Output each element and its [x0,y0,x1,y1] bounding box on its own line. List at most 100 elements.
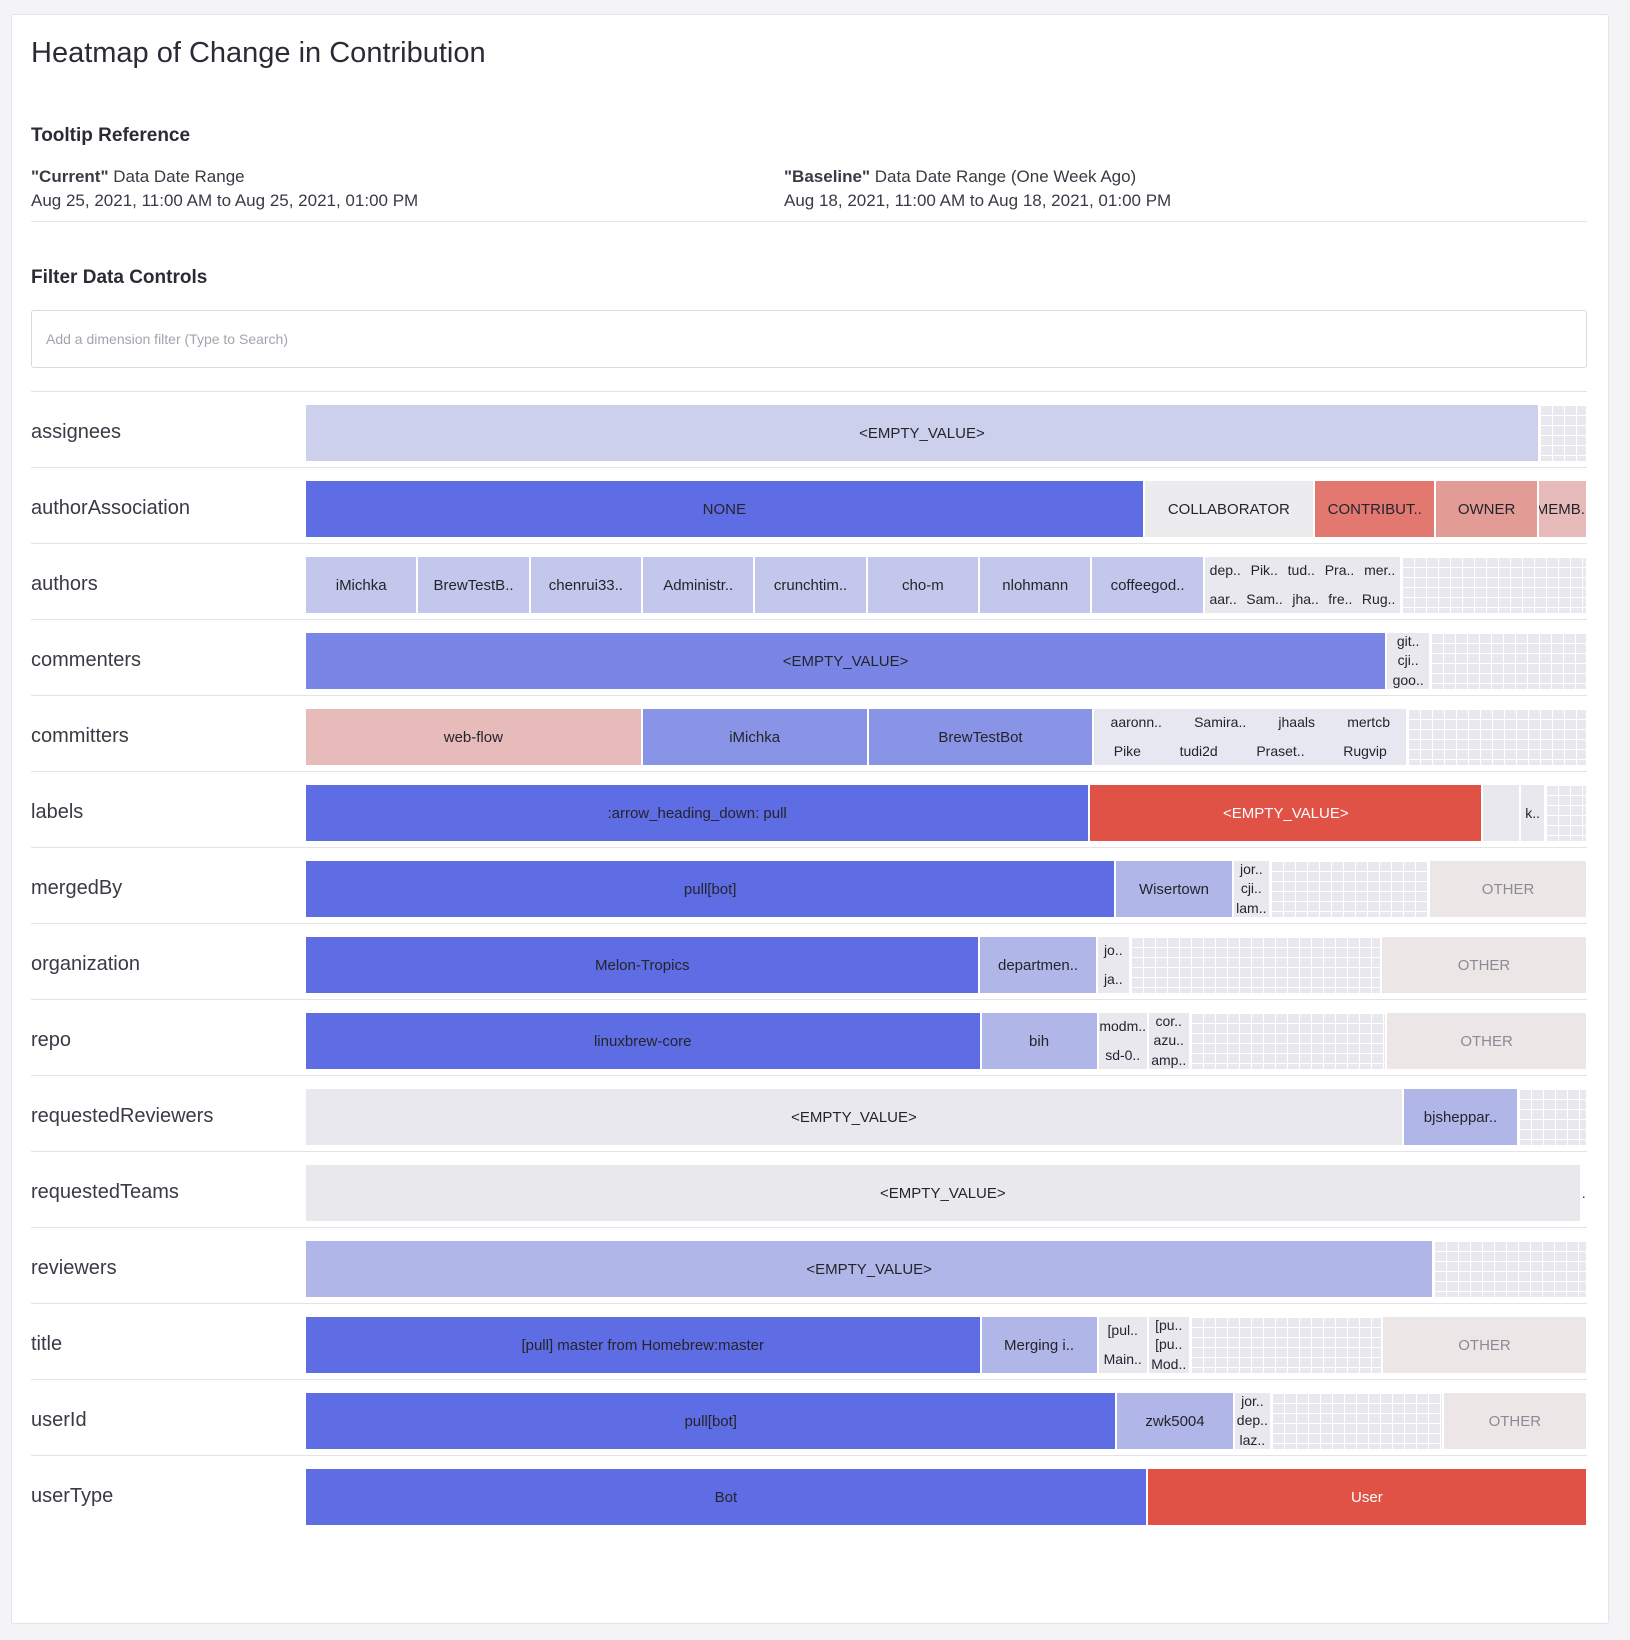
treemap-cell[interactable]: bih [980,1012,1098,1070]
treemap-cell[interactable]: Wisertown [1115,860,1233,918]
treemap-cell[interactable]: pull[bot] [305,1392,1117,1450]
treemap-cell-stack[interactable]: aaronn.. Samira.. jhaals mertcb Pike tudi2d Pr… [1093,708,1408,766]
treemap-cell[interactable]: <EMPTY_VALUE> [305,404,1539,462]
treemap-cell[interactable]: <EMPTY_VALUE> [305,1240,1434,1298]
treemap-cell-stack[interactable]: [pu.. [pu.. Mod.. [1147,1316,1190,1374]
treemap-cell-stack[interactable]: jo.. ja.. [1096,936,1131,994]
treemap-cell-label: azu.. [1153,1032,1184,1049]
treemap-cell[interactable]: departmen.. [979,936,1097,994]
treemap-cell[interactable]: User [1146,1468,1587,1526]
heatmap-row-mergedBy: mergedBy pull[bot] Wisertown jor.. cji.. lam.… [31,847,1587,928]
treemap: pull[bot] zwk5004 jor.. dep.. laz.. OTHER [305,1392,1587,1450]
treemap: iMichka BrewTestB.. chenrui33.. Administr..… [305,556,1587,614]
treemap-cell-label: web-flow [443,728,503,746]
treemap: :arrow_heading_down: pull <EMPTY_VALUE> k.… [305,784,1587,842]
treemap-cell-label: amp.. [1151,1051,1187,1068]
treemap-cell-stack[interactable]: k.. [1520,784,1546,842]
treemap-cell-stack[interactable]: .. [1580,1164,1587,1222]
treemap-cell[interactable]: CONTRIBUT.. [1314,480,1436,538]
baseline-range-value: Aug 18, 2021, 11:00 AM to Aug 18, 2021, … [784,191,1172,210]
treemap-cell[interactable]: pull[bot] [305,860,1116,918]
treemap-cell-label: dep.. [1236,1412,1268,1429]
treemap-cell[interactable]: BrewTestB.. [417,556,530,614]
treemap-cell-stack[interactable]: jor.. dep.. laz.. [1233,1392,1272,1450]
treemap-cell-label: Pra.. [1324,562,1355,578]
treemap-cell[interactable]: iMichka [305,556,418,614]
treemap-cell-label: mer.. [1364,562,1396,578]
treemap-cell[interactable]: [pull] master from Homebrew:master [305,1316,981,1374]
treemap-cell[interactable]: NONE [305,480,1144,538]
treemap-cell[interactable]: :arrow_heading_down: pull [305,784,1090,842]
treemap-small-cells[interactable] [1430,632,1587,690]
treemap-cell-stack[interactable]: modm.. sd-0.. [1097,1012,1148,1070]
treemap: <EMPTY_VALUE> [305,404,1587,462]
treemap-cell[interactable]: crunchtim.. [754,556,867,614]
treemap: Melon-Tropics departmen.. jo.. ja.. OTHER [305,936,1587,994]
treemap-cell[interactable]: OTHER [1386,1012,1587,1070]
treemap-cell-stack[interactable]: git.. cji.. goo.. [1386,632,1431,690]
treemap-cell[interactable]: MEMB.. [1537,480,1587,538]
treemap-small-cells[interactable] [1401,556,1587,614]
treemap-cell-label: [pul.. [1107,1322,1138,1338]
treemap-cell-label: Praset.. [1256,743,1305,759]
treemap-cell-label: OTHER [1488,1412,1542,1430]
treemap-cell[interactable]: linuxbrew-core [305,1012,981,1070]
treemap-cell[interactable]: Melon-Tropics [305,936,980,994]
treemap-cell[interactable]: iMichka [641,708,868,766]
treemap-cell[interactable]: <EMPTY_VALUE> [1089,784,1483,842]
treemap-cell[interactable]: coffeegod.. [1091,556,1204,614]
treemap-cell-stack[interactable]: cor.. azu.. amp.. [1147,1012,1190,1070]
treemap: linuxbrew-core bih modm.. sd-0.. cor.. azu.. a… [305,1012,1587,1070]
treemap-cell-label: Melon-Tropics [594,956,690,974]
treemap-cell-label: cji.. [1397,652,1419,669]
dimension-filter-input[interactable] [31,310,1587,368]
treemap-cell-stack[interactable]: jor.. cji.. lam.. [1232,860,1271,918]
treemap-small-cells[interactable] [1407,708,1587,766]
treemap-cell[interactable]: <EMPTY_VALUE> [305,1088,1403,1146]
treemap-cell-label: sd-0.. [1105,1047,1141,1063]
treemap-cell[interactable]: OTHER [1429,860,1587,918]
treemap-small-cells[interactable] [1433,1240,1587,1298]
treemap-cell[interactable]: bjsheppar.. [1402,1088,1518,1146]
treemap-small-cells[interactable] [1189,1012,1387,1070]
treemap-cell[interactable]: OWNER [1435,480,1538,538]
heatmap-row-commenters: commenters <EMPTY_VALUE> git.. cji.. goo.. [31,619,1587,700]
treemap-small-cells[interactable] [1189,1316,1383,1374]
treemap-cell[interactable]: chenrui33.. [529,556,643,614]
treemap-cell[interactable]: OTHER [1381,936,1587,994]
treemap-small-cells[interactable] [1538,404,1587,462]
baseline-date-range: "Baseline" Data Date Range (One Week Ago… [784,165,1171,213]
treemap-small-cells[interactable] [1130,936,1381,994]
dimension-label: authors [31,573,98,595]
treemap-cell[interactable]: <EMPTY_VALUE> [305,632,1387,690]
treemap-cell[interactable]: zwk5004 [1116,1392,1234,1450]
treemap-small-cells[interactable] [1270,860,1430,918]
treemap-cell[interactable]: OTHER [1442,1392,1587,1450]
treemap-small-cells[interactable] [1545,784,1587,842]
treemap-cell[interactable]: Administr.. [642,556,755,614]
treemap-cell-label: [pu.. [1155,1317,1183,1334]
treemap-cell-stack-line: Pike tudi2d Praset.. Rugvip [1094,737,1406,765]
treemap-cell[interactable]: Merging i.. [980,1316,1098,1374]
treemap-cell-label: Samira.. [1194,714,1247,730]
treemap-empty-cell[interactable] [1482,784,1521,842]
treemap-cell-label: laz.. [1239,1431,1266,1448]
treemap-small-cells[interactable] [1271,1392,1443,1450]
treemap-small-cells[interactable] [1517,1088,1587,1146]
treemap-cell-label: cho-m [902,576,944,594]
treemap-cell[interactable]: cho-m [866,556,980,614]
treemap-cell[interactable]: BrewTestBot [867,708,1094,766]
treemap-cell-stack[interactable]: dep.. Pik.. tud.. Pra.. mer.. aar.. Sam.. jha..… [1203,556,1402,614]
treemap-cell[interactable]: web-flow [305,708,642,766]
treemap-cell[interactable]: <EMPTY_VALUE> [305,1164,1581,1222]
treemap-cell[interactable]: OTHER [1382,1316,1587,1374]
treemap-cell-label: ja.. [1103,971,1123,987]
treemap-cell-label: Rug.. [1361,591,1396,607]
dimension-label: userType [31,1485,114,1507]
treemap-cell[interactable]: COLLABORATOR [1143,480,1315,538]
treemap-cell-label: tudi2d [1179,743,1218,759]
treemap-cell[interactable]: nlohmann [979,556,1092,614]
treemap-cell-stack[interactable]: [pul.. Main.. [1097,1316,1148,1374]
treemap-cell[interactable]: Bot [305,1468,1147,1526]
treemap-cell-stack-line: Mod.. [1149,1355,1189,1373]
